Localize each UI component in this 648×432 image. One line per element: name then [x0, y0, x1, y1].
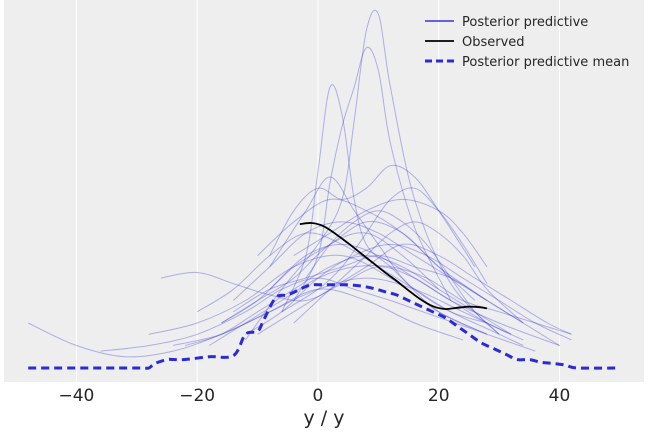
- posterior-predictive-sample-21: [269, 243, 524, 341]
- x-tick-label: 40: [549, 386, 571, 406]
- posterior-predictive-sample-0: [281, 84, 488, 324]
- legend-label-posterior-predictive: Posterior predictive: [462, 15, 588, 30]
- x-tick-label: −40: [59, 386, 95, 406]
- x-axis-label: y / y: [304, 407, 345, 429]
- posterior-predictive-sample-2: [245, 9, 500, 341]
- posterior-predictive-sample-18: [233, 255, 560, 346]
- legend: Posterior predictive Observed Posterior …: [425, 15, 629, 70]
- x-tick-label: −20: [179, 386, 215, 406]
- posterior-predictive-lines: [27, 9, 572, 358]
- posterior-predictive-sample-19: [257, 243, 572, 335]
- posterior-predictive-sample-8: [269, 164, 476, 268]
- plot-background: [4, 0, 644, 382]
- posterior-predictive-sample-10: [257, 198, 476, 301]
- posterior-predictive-sample-17: [172, 277, 512, 346]
- posterior-predictive-sample-5: [27, 288, 464, 358]
- posterior-predictive-sample-9: [233, 221, 524, 324]
- posterior-predictive-mean-line: [28, 283, 620, 370]
- x-axis-ticks: −40 −20 0 20 40: [59, 386, 571, 406]
- mean-series-path: [28, 283, 620, 370]
- observed-series-path: [299, 222, 488, 310]
- legend-label-posterior-predictive-mean: Posterior predictive mean: [462, 55, 629, 70]
- observed-line: [299, 222, 488, 310]
- posterior-predictive-sample-1: [293, 46, 452, 301]
- posterior-predictive-sample-15: [245, 243, 572, 341]
- posterior-predictive-sample-3: [269, 176, 488, 335]
- posterior-predictive-sample-24: [184, 255, 512, 346]
- x-tick-label: 20: [428, 386, 450, 406]
- grid: [75, 0, 560, 382]
- x-tick-label: 0: [313, 386, 324, 406]
- posterior-predictive-sample-22: [221, 232, 440, 324]
- posterior-predictive-sample-13: [293, 221, 524, 324]
- posterior-predictive-sample-23: [293, 198, 488, 268]
- posterior-predictive-sample-20: [305, 210, 500, 335]
- posterior-predictive-sample-16: [148, 254, 488, 335]
- legend-label-observed: Observed: [462, 35, 525, 50]
- posterior-predictive-sample-11: [221, 221, 488, 324]
- posterior-predictive-sample-7: [196, 232, 524, 346]
- posterior-predictive-sample-12: [281, 187, 488, 313]
